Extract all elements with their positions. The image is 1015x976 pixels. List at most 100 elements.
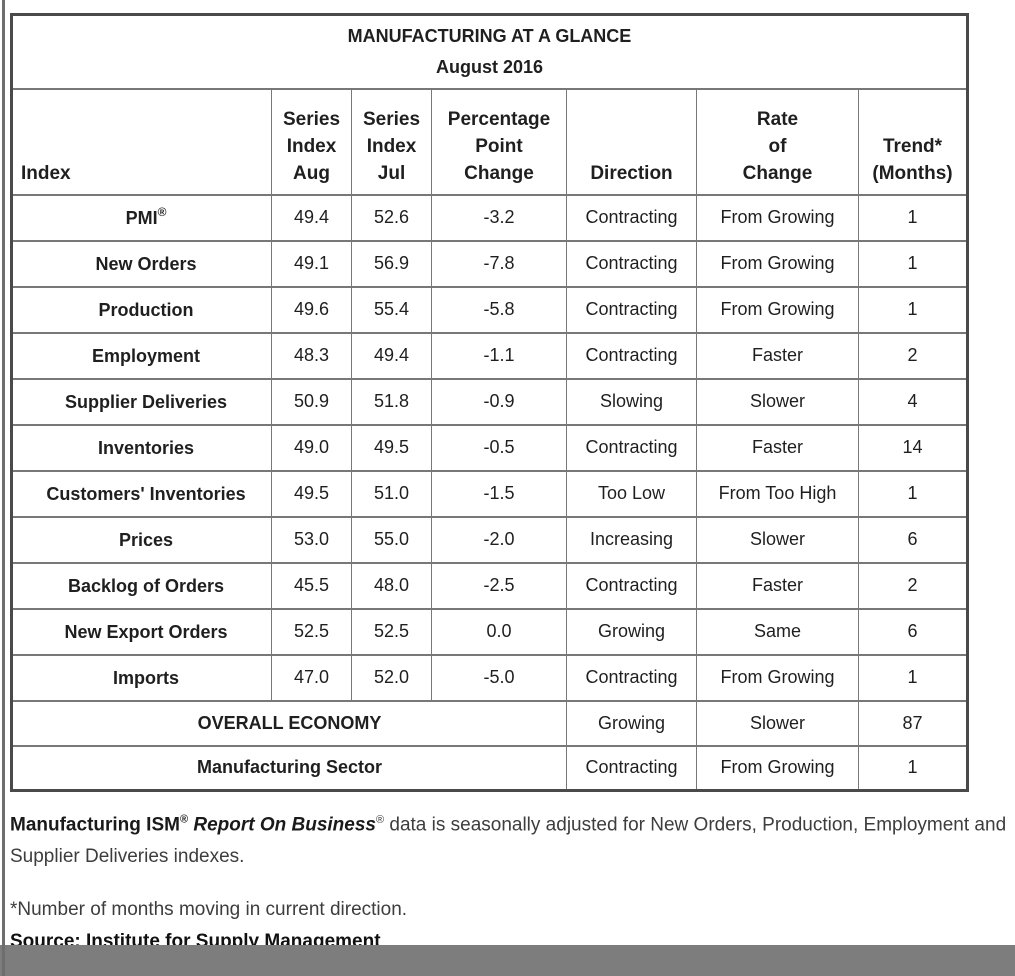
cell-series-aug: 49.1 (271, 239, 352, 288)
cell-trend: 1 (858, 193, 968, 242)
cell-trend: 14 (858, 423, 968, 472)
cell-rate: Faster (696, 423, 859, 472)
cell-pct-change: -7.8 (431, 239, 567, 288)
column-header-direction: Direction (566, 87, 697, 196)
cell-direction: Too Low (566, 469, 697, 518)
row-label: Inventories (11, 423, 272, 472)
cell-trend: 1 (858, 469, 968, 518)
cell-pct-change: -5.8 (431, 285, 567, 334)
cell-rate: From Growing (696, 744, 859, 792)
cell-rate: From Growing (696, 653, 859, 702)
cell-series-jul: 52.5 (351, 607, 432, 656)
cell-rate: From Growing (696, 193, 859, 242)
cell-trend: 1 (858, 653, 968, 702)
cell-pct-change: -1.5 (431, 469, 567, 518)
cell-trend: 2 (858, 331, 968, 380)
cell-trend: 2 (858, 561, 968, 610)
cell-direction: Contracting (566, 561, 697, 610)
table-row-new-orders: New Orders 49.1 56.9 -7.8 Contracting Fr… (11, 239, 968, 288)
cell-direction: Contracting (566, 239, 697, 288)
trend-footnote: *Number of months moving in current dire… (10, 899, 408, 920)
row-label: Production (11, 285, 272, 334)
cell-series-aug: 50.9 (271, 377, 352, 426)
cell-pct-change: -0.5 (431, 423, 567, 472)
cell-trend: 1 (858, 239, 968, 288)
report-on-business-text: Report On Business (188, 814, 376, 836)
table-row-backlog-of-orders: Backlog of Orders 45.5 48.0 -2.5 Contrac… (11, 561, 968, 610)
table-row-manufacturing-sector: Manufacturing Sector Contracting From Gr… (11, 744, 968, 792)
cell-pct-change: 0.0 (431, 607, 567, 656)
cell-series-aug: 47.0 (271, 653, 352, 702)
left-edge-bar (2, 0, 5, 976)
cell-pct-change: -2.0 (431, 515, 567, 564)
table-row-imports: Imports 47.0 52.0 -5.0 Contracting From … (11, 653, 968, 702)
cell-rate: Faster (696, 331, 859, 380)
cell-series-aug: 53.0 (271, 515, 352, 564)
summary-label: OVERALL ECONOMY (11, 699, 567, 747)
cell-direction: Increasing (566, 515, 697, 564)
table-row-inventories: Inventories 49.0 49.5 -0.5 Contracting F… (11, 423, 968, 472)
row-label: Customers' Inventories (11, 469, 272, 518)
table-row-employment: Employment 48.3 49.4 -1.1 Contracting Fa… (11, 331, 968, 380)
cell-rate: From Growing (696, 239, 859, 288)
cell-pct-change: -0.9 (431, 377, 567, 426)
bottom-edge-bar (0, 945, 1015, 976)
cell-series-aug: 49.5 (271, 469, 352, 518)
cell-series-jul: 55.0 (351, 515, 432, 564)
ism-bold-text: Manufacturing ISM (10, 814, 180, 836)
column-header-series-aug: Series Index Aug (271, 87, 352, 196)
table-row-customers-inventories: Customers' Inventories 49.5 51.0 -1.5 To… (11, 469, 968, 518)
summary-label: Manufacturing Sector (11, 744, 567, 792)
cell-direction: Contracting (566, 423, 697, 472)
table-row-new-export-orders: New Export Orders 52.5 52.5 0.0 Growing … (11, 607, 968, 656)
cell-series-jul: 51.0 (351, 469, 432, 518)
cell-series-jul: 49.5 (351, 423, 432, 472)
registered-mark: ® (157, 205, 167, 219)
cell-rate: Slower (696, 377, 859, 426)
row-label: New Orders (11, 239, 272, 288)
cell-direction: Growing (566, 607, 697, 656)
table-subtitle: August 2016 (435, 56, 544, 77)
table-row-supplier-deliveries: Supplier Deliveries 50.9 51.8 -0.9 Slowi… (11, 377, 968, 426)
manufacturing-at-a-glance-table: MANUFACTURING AT A GLANCE August 2016 In… (10, 13, 969, 792)
cell-rate: From Growing (696, 285, 859, 334)
cell-series-aug: 45.5 (271, 561, 352, 610)
cell-series-jul: 48.0 (351, 561, 432, 610)
cell-rate: Slower (696, 515, 859, 564)
row-label: Backlog of Orders (11, 561, 272, 610)
cell-series-aug: 49.6 (271, 285, 352, 334)
table-row-overall-economy: OVERALL ECONOMY Growing Slower 87 (11, 699, 968, 747)
cell-rate: Same (696, 607, 859, 656)
cell-direction: Contracting (566, 744, 697, 792)
cell-pct-change: -1.1 (431, 331, 567, 380)
cell-direction: Contracting (566, 285, 697, 334)
row-label: Supplier Deliveries (11, 377, 272, 426)
table-title-cell: MANUFACTURING AT A GLANCE August 2016 (11, 13, 968, 90)
cell-rate: From Too High (696, 469, 859, 518)
cell-series-jul: 51.8 (351, 377, 432, 426)
cell-trend: 6 (858, 607, 968, 656)
cell-trend: 87 (858, 699, 968, 747)
cell-direction: Growing (566, 699, 697, 747)
column-header-trend: Trend* (Months) (858, 87, 968, 196)
cell-pct-change: -2.5 (431, 561, 567, 610)
cell-series-aug: 52.5 (271, 607, 352, 656)
header-row: Index Series Index Aug Series Index Jul … (11, 87, 968, 196)
cell-trend: 1 (858, 744, 968, 792)
cell-trend: 1 (858, 285, 968, 334)
cell-series-jul: 49.4 (351, 331, 432, 380)
row-label: PMI® (11, 193, 272, 242)
title-row: MANUFACTURING AT A GLANCE August 2016 (11, 13, 968, 90)
adjustment-note-text: data is seasonally adjusted for New Orde… (10, 814, 1007, 868)
column-header-pct-change: Percentage Point Change (431, 87, 567, 196)
cell-direction: Slowing (566, 377, 697, 426)
cell-series-aug: 49.4 (271, 193, 352, 242)
table-row-pmi: PMI® 49.4 52.6 -3.2 Contracting From Gro… (11, 193, 968, 242)
cell-direction: Contracting (566, 653, 697, 702)
row-label: Imports (11, 653, 272, 702)
cell-direction: Contracting (566, 331, 697, 380)
table-row-prices: Prices 53.0 55.0 -2.0 Increasing Slower … (11, 515, 968, 564)
row-label: Prices (11, 515, 272, 564)
cell-series-jul: 55.4 (351, 285, 432, 334)
